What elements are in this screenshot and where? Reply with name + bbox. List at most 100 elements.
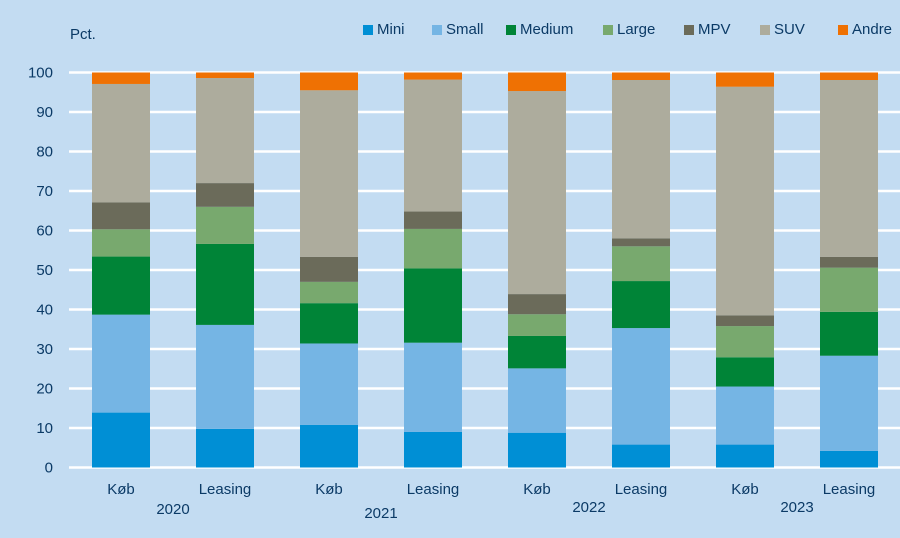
bar-segment-andre xyxy=(612,72,670,81)
x-tick-label: Køb xyxy=(107,481,135,498)
bar-segment-suv xyxy=(300,90,358,257)
bar-segment-small xyxy=(196,324,254,429)
bar-segment-large xyxy=(820,267,878,312)
legend-item-mini: Mini xyxy=(363,21,405,38)
bar-segment-mpv xyxy=(508,294,566,315)
bar-segment-small xyxy=(92,314,150,413)
x-group-label: 2022 xyxy=(572,499,605,516)
bar-segment-andre xyxy=(716,72,774,87)
bar-segment-large xyxy=(508,314,566,336)
x-group-label: 2023 xyxy=(780,499,813,516)
y-tick-label: 100 xyxy=(28,65,53,82)
bar-segment-small xyxy=(612,328,670,445)
bar-segment-mpv xyxy=(716,315,774,327)
bar-segment-mpv xyxy=(92,202,150,230)
legend-swatch xyxy=(838,24,848,35)
bar-segment-mini xyxy=(820,450,878,468)
legend-item-suv: SUV xyxy=(760,21,805,38)
bar-segment-small xyxy=(820,355,878,451)
y-tick-label: 70 xyxy=(36,183,53,200)
bar-segment-mpv xyxy=(404,211,462,229)
x-group-label: 2021 xyxy=(364,505,397,522)
x-tick-label: Leasing xyxy=(615,481,668,498)
bar-segment-andre xyxy=(820,72,878,81)
bar-segment-large xyxy=(196,206,254,244)
bar-segment-mini xyxy=(92,412,150,468)
bar-segment-large xyxy=(612,246,670,282)
bar-segment-mpv xyxy=(820,256,878,268)
legend-item-medium: Medium xyxy=(506,21,573,38)
y-tick-label: 0 xyxy=(45,460,53,477)
bar-segment-large xyxy=(404,228,462,269)
y-tick-label: 80 xyxy=(36,144,53,161)
bar-segment-suv xyxy=(196,78,254,184)
bar-segment-small xyxy=(508,368,566,433)
x-group-label: 2020 xyxy=(156,501,189,518)
bar-segment-medium xyxy=(716,357,774,387)
bar-segment-medium xyxy=(92,256,150,315)
legend-label: Mini xyxy=(377,21,405,38)
bar-segment-andre xyxy=(92,72,150,84)
bar-segment-andre xyxy=(508,72,566,92)
y-tick-label: 60 xyxy=(36,223,53,240)
bar-segment-large xyxy=(300,281,358,304)
bar-segment-andre xyxy=(404,72,462,80)
legend-label: Medium xyxy=(520,21,574,38)
y-tick-label: 20 xyxy=(36,381,53,398)
legend-item-mpv: MPV xyxy=(684,21,731,38)
bar-segment-medium xyxy=(196,243,254,325)
legend-label: SUV xyxy=(774,21,805,38)
bar-segment-small xyxy=(716,386,774,445)
bar-segment-mini xyxy=(196,428,254,468)
bar-segment-mini xyxy=(716,444,774,468)
x-tick-label: Køb xyxy=(731,481,759,498)
bar-segment-medium xyxy=(820,311,878,356)
bar-segment-andre xyxy=(300,72,358,91)
legend-item-small: Small xyxy=(432,21,484,38)
x-tick-label: Leasing xyxy=(199,481,252,498)
legend-swatch xyxy=(603,24,613,35)
bar-segment-medium xyxy=(612,281,670,329)
y-tick-label: 30 xyxy=(36,341,53,358)
bar-segment-suv xyxy=(508,91,566,295)
y-tick-label: 10 xyxy=(36,420,53,437)
y-tick-label: 40 xyxy=(36,302,53,319)
bar-segment-mpv xyxy=(612,238,670,247)
legend-label: Large xyxy=(617,21,656,38)
legend-swatch xyxy=(760,24,770,35)
legend-swatch xyxy=(432,24,442,35)
legend-label: Andre xyxy=(852,21,893,38)
x-tick-label: Køb xyxy=(523,481,551,498)
bar-segment-medium xyxy=(300,303,358,344)
x-tick-label: Leasing xyxy=(407,481,460,498)
y-axis-unit-label: Pct. xyxy=(70,26,96,43)
y-tick-label: 50 xyxy=(36,262,53,279)
x-tick-label: Leasing xyxy=(823,481,876,498)
bar-segment-large xyxy=(92,229,150,257)
legend-label: Small xyxy=(446,21,484,38)
y-tick-label: 90 xyxy=(36,104,53,121)
bar-segment-suv xyxy=(820,80,878,257)
bar-segment-small xyxy=(300,343,358,425)
bar-segment-medium xyxy=(404,268,462,343)
bar-segment-mpv xyxy=(300,256,358,282)
legend-label: MPV xyxy=(698,21,731,38)
bar-segment-suv xyxy=(716,86,774,316)
bar-segment-suv xyxy=(92,83,150,203)
bar-segment-mini xyxy=(404,431,462,468)
legend-item-large: Large xyxy=(603,21,655,38)
bar-segment-suv xyxy=(612,80,670,239)
bar-segment-small xyxy=(404,342,462,432)
bar-segment-large xyxy=(716,326,774,358)
legend-swatch xyxy=(363,24,373,35)
bar-segment-mini xyxy=(508,432,566,468)
bar-segment-medium xyxy=(508,335,566,369)
legend-swatch xyxy=(506,24,516,35)
bar-segment-suv xyxy=(404,79,462,212)
legend-item-andre: Andre xyxy=(838,21,892,38)
x-tick-label: Køb xyxy=(315,481,343,498)
legend-swatch xyxy=(684,24,694,35)
bar-segment-mpv xyxy=(196,183,254,207)
bar-segment-andre xyxy=(196,72,254,79)
